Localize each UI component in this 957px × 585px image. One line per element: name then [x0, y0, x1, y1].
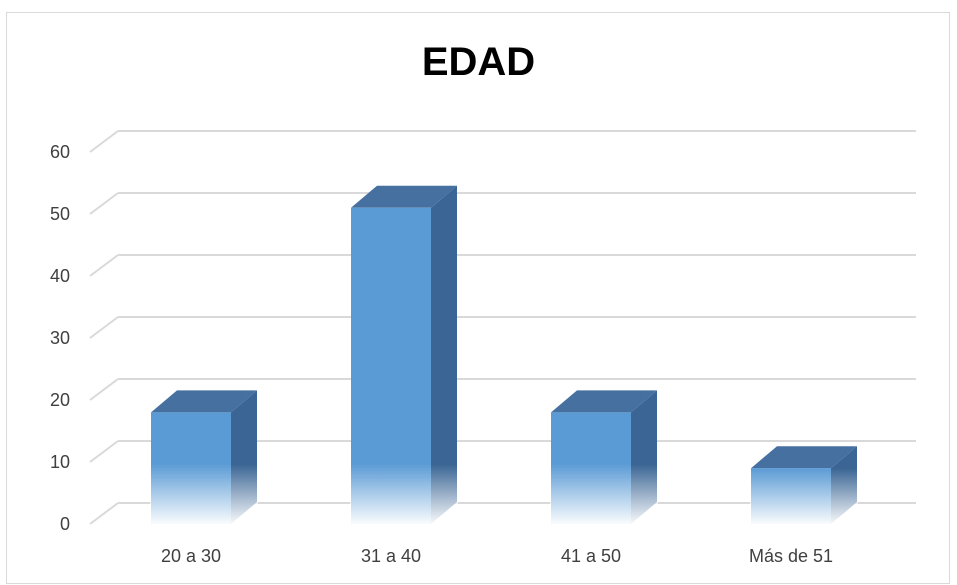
x-tick-label: Más de 51 [749, 546, 833, 566]
bar-fade [550, 464, 658, 526]
bar-fade [150, 464, 258, 526]
bar [550, 390, 658, 526]
gridline-diagonal [89, 254, 119, 277]
x-tick-label: 20 a 30 [161, 546, 221, 566]
y-tick-label: 50 [50, 204, 70, 224]
y-tick-label: 40 [50, 266, 70, 286]
y-tick-label: 10 [50, 452, 70, 472]
bar-top [551, 390, 657, 413]
bar-fade [750, 468, 858, 526]
gridline-diagonal [89, 192, 119, 215]
chart-title: EDAD [421, 40, 536, 84]
x-tick-label: 41 a 50 [561, 546, 621, 566]
bar-top [351, 185, 457, 208]
bar [750, 446, 858, 526]
gridline-diagonal [89, 130, 119, 153]
gridline-diagonal [89, 316, 119, 339]
gridline-diagonal [89, 440, 119, 463]
y-tick-label: 20 [50, 390, 70, 410]
bar-fade [350, 464, 458, 526]
bar [150, 390, 258, 526]
y-tick-label: 60 [50, 142, 70, 162]
y-tick-label: 0 [60, 514, 70, 534]
bar-top [751, 446, 857, 469]
y-tick-label: 30 [50, 328, 70, 348]
gridline-diagonal [89, 502, 119, 525]
bar-side [431, 185, 457, 525]
x-tick-label: 31 a 40 [361, 546, 421, 566]
bar [350, 185, 458, 526]
bar-top [151, 390, 257, 413]
gridline-diagonal [89, 378, 119, 401]
